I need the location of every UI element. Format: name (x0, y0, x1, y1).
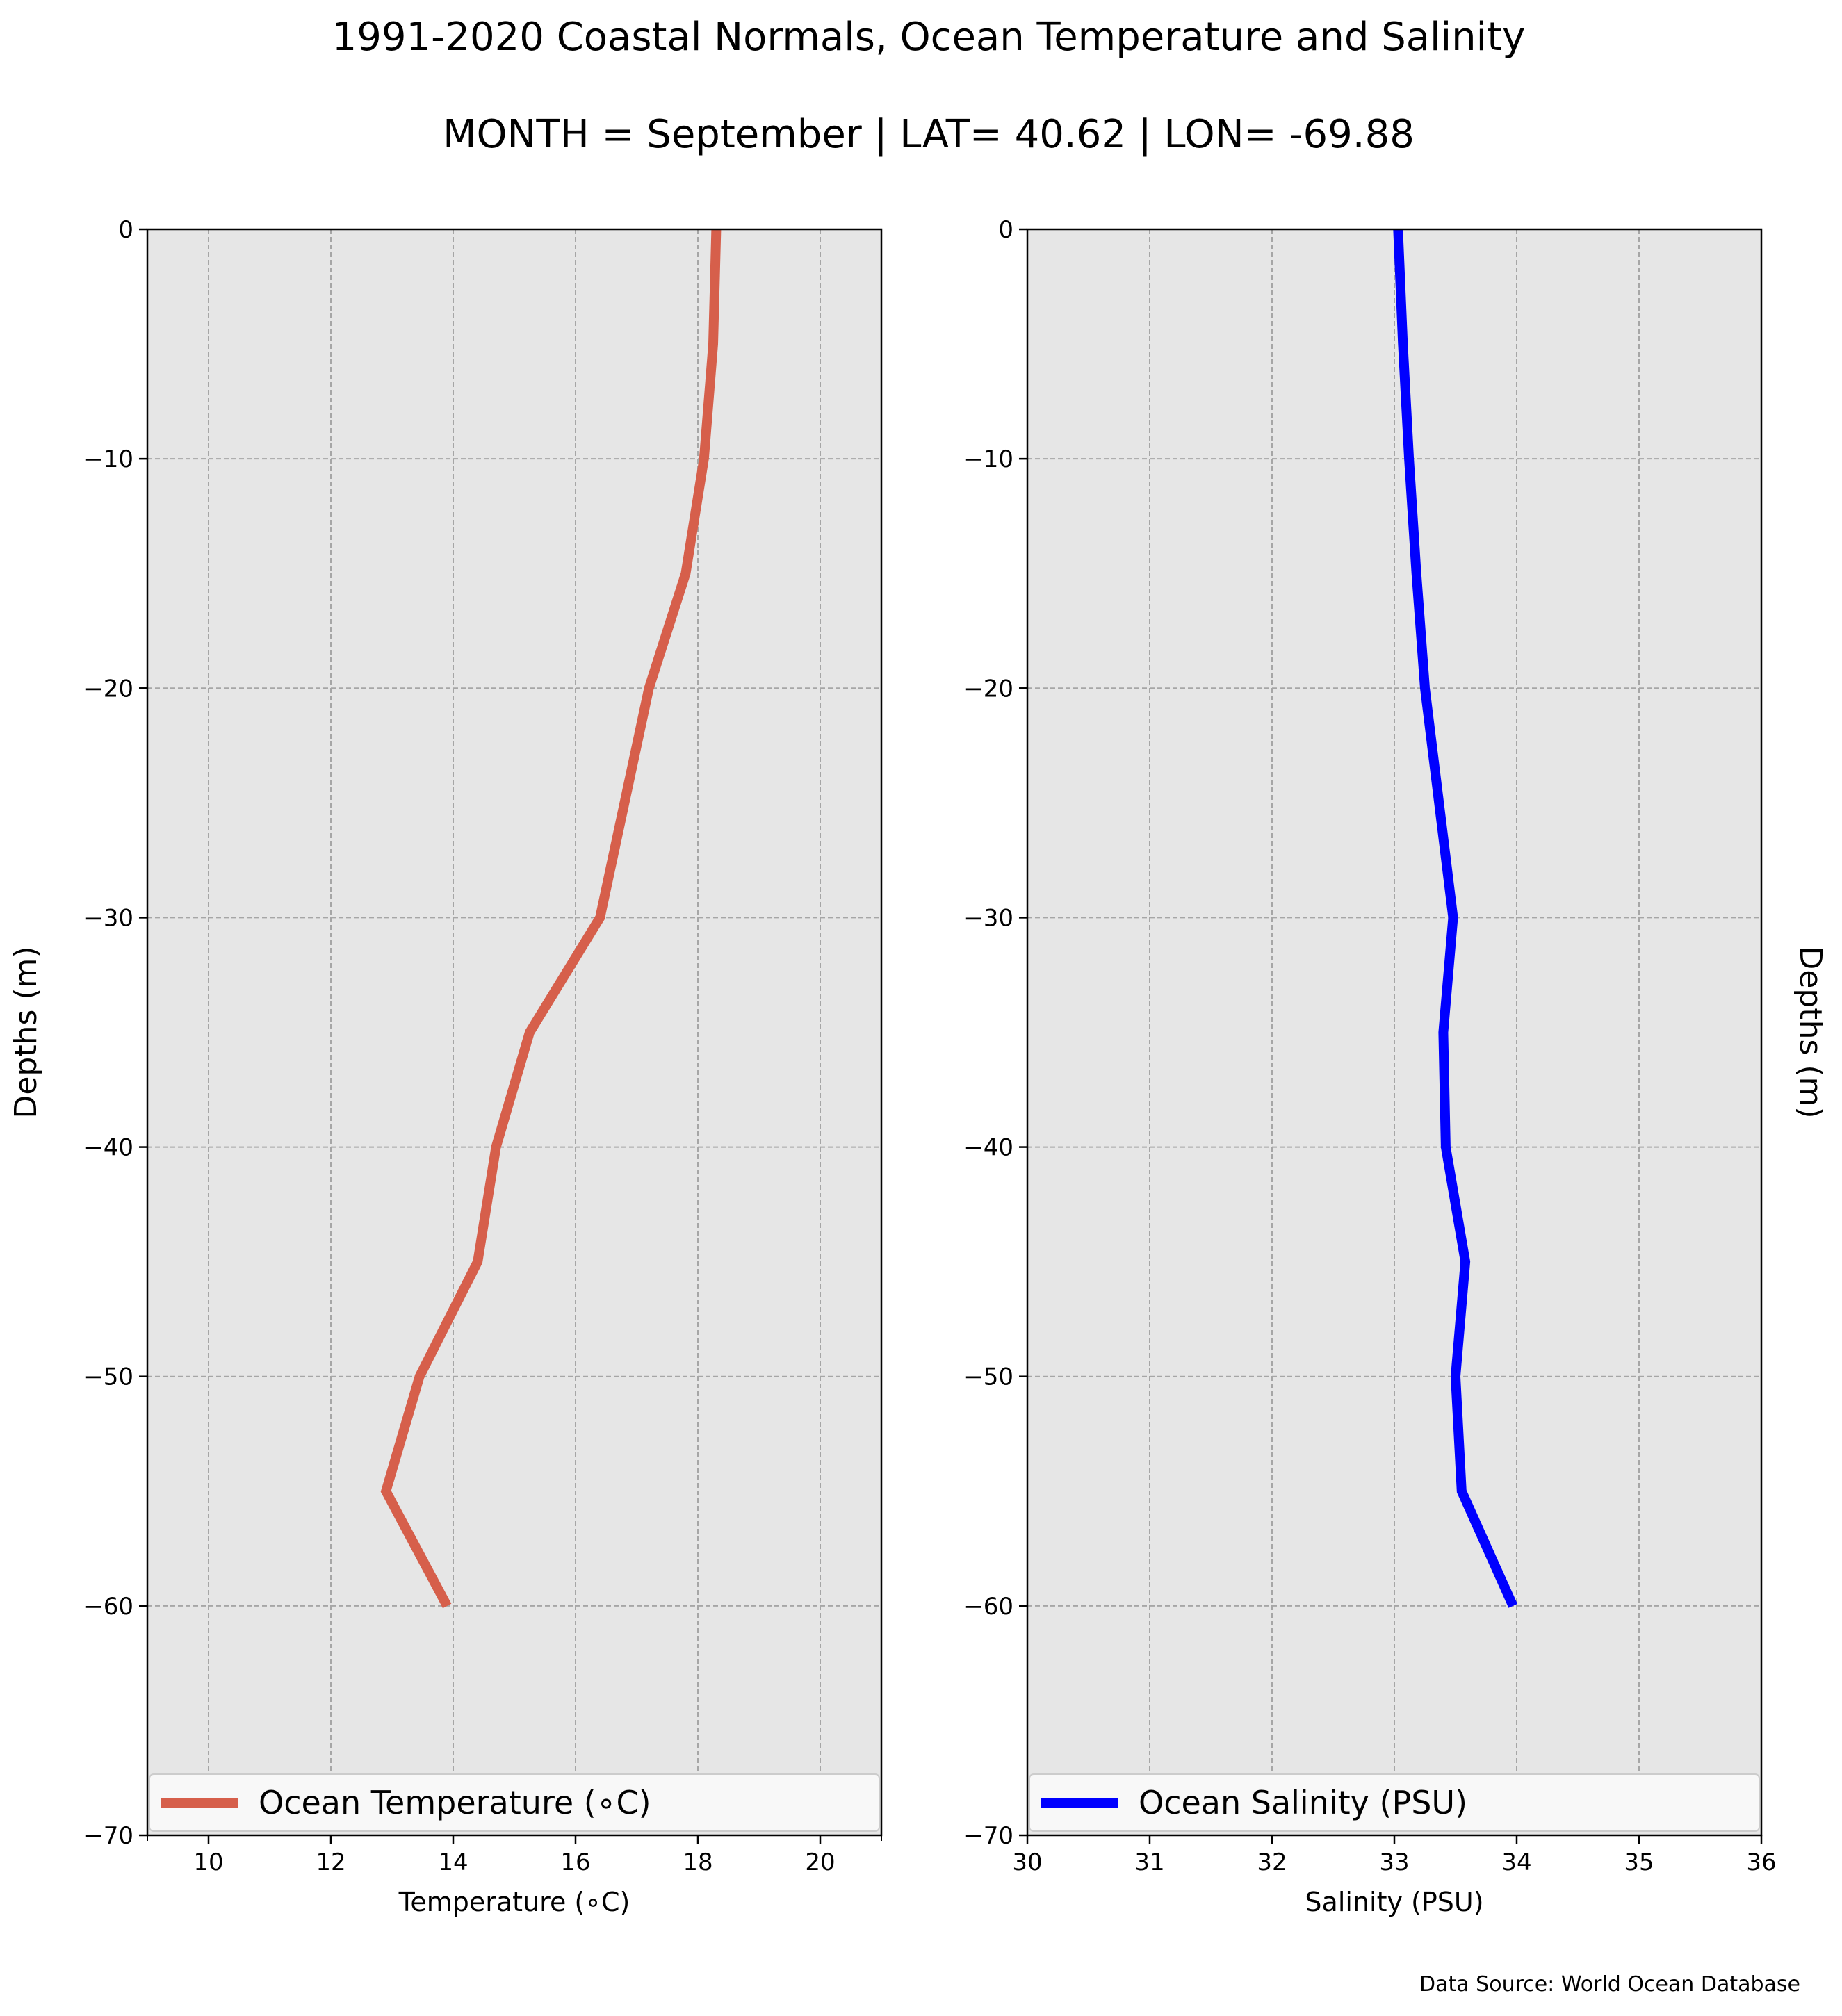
y-tick-label: −10 (83, 445, 133, 473)
y-tick-label: −60 (83, 1593, 133, 1621)
y-axis-label: Depths (m) (1793, 946, 1828, 1118)
x-tick-label: 16 (560, 1849, 590, 1876)
y-tick-label: −60 (963, 1593, 1013, 1621)
axes-frame (146, 228, 883, 1837)
y-tick-label: −30 (963, 904, 1013, 932)
y-tick-label: 0 (998, 216, 1013, 244)
figure-title: 1991-2020 Coastal Normals, Ocean Tempera… (332, 15, 1526, 60)
salinity-panel: Ocean Salinity (PSU) 0 −10 −20 −30 −40 −50 −60 −… (963, 216, 1828, 1917)
y-tick-label: −20 (83, 675, 133, 703)
y-tick-label: −40 (963, 1134, 1013, 1162)
y-tick-label: −70 (963, 1822, 1013, 1850)
y-tick-label: −70 (83, 1822, 133, 1850)
y-tick-label: −50 (83, 1363, 133, 1391)
x-tick-label: 14 (438, 1849, 468, 1876)
x-axis-label: Temperature (∘C) (398, 1887, 630, 1917)
x-tick-label: 32 (1257, 1849, 1287, 1876)
y-tick-label: −10 (963, 445, 1013, 473)
y-tick-label: −40 (83, 1134, 133, 1162)
y-tick-label: 0 (118, 216, 133, 244)
series-line (380, 229, 722, 1609)
x-tick-label: 18 (683, 1849, 712, 1876)
legend-box (1029, 1773, 1760, 1832)
data-source-note: Data Source: World Ocean Database (1419, 1972, 1800, 1997)
x-tick-label: 20 (805, 1849, 835, 1876)
series-line (1393, 229, 1518, 1608)
figure-subtitle: MONTH = September | LAT= 40.62 | LON= -6… (443, 112, 1415, 157)
legend-label: Ocean Temperature (∘C) (259, 1784, 651, 1821)
y-tick-label: −20 (963, 675, 1013, 703)
y-tick-label: −30 (83, 904, 133, 932)
x-tick-label: 31 (1134, 1849, 1164, 1876)
x-tick-label: 34 (1501, 1849, 1531, 1876)
x-axis-label: Salinity (PSU) (1305, 1887, 1483, 1917)
y-axis-label: Depths (m) (8, 946, 44, 1118)
x-tick-label: 12 (316, 1849, 345, 1876)
x-tick-label: 35 (1624, 1849, 1654, 1876)
temperature-panel: Ocean Temperature (∘C) 0 −10 −20 −30 −40 −50 −6… (8, 216, 883, 1917)
x-tick-label: 36 (1746, 1849, 1776, 1876)
plot-background (147, 229, 881, 1835)
x-tick-label: 33 (1379, 1849, 1409, 1876)
legend-box (149, 1773, 880, 1832)
x-tick-label: 30 (1012, 1849, 1042, 1876)
x-tick-label: 10 (193, 1849, 223, 1876)
legend-label: Ocean Salinity (PSU) (1139, 1784, 1467, 1821)
y-tick-label: −50 (963, 1363, 1013, 1391)
